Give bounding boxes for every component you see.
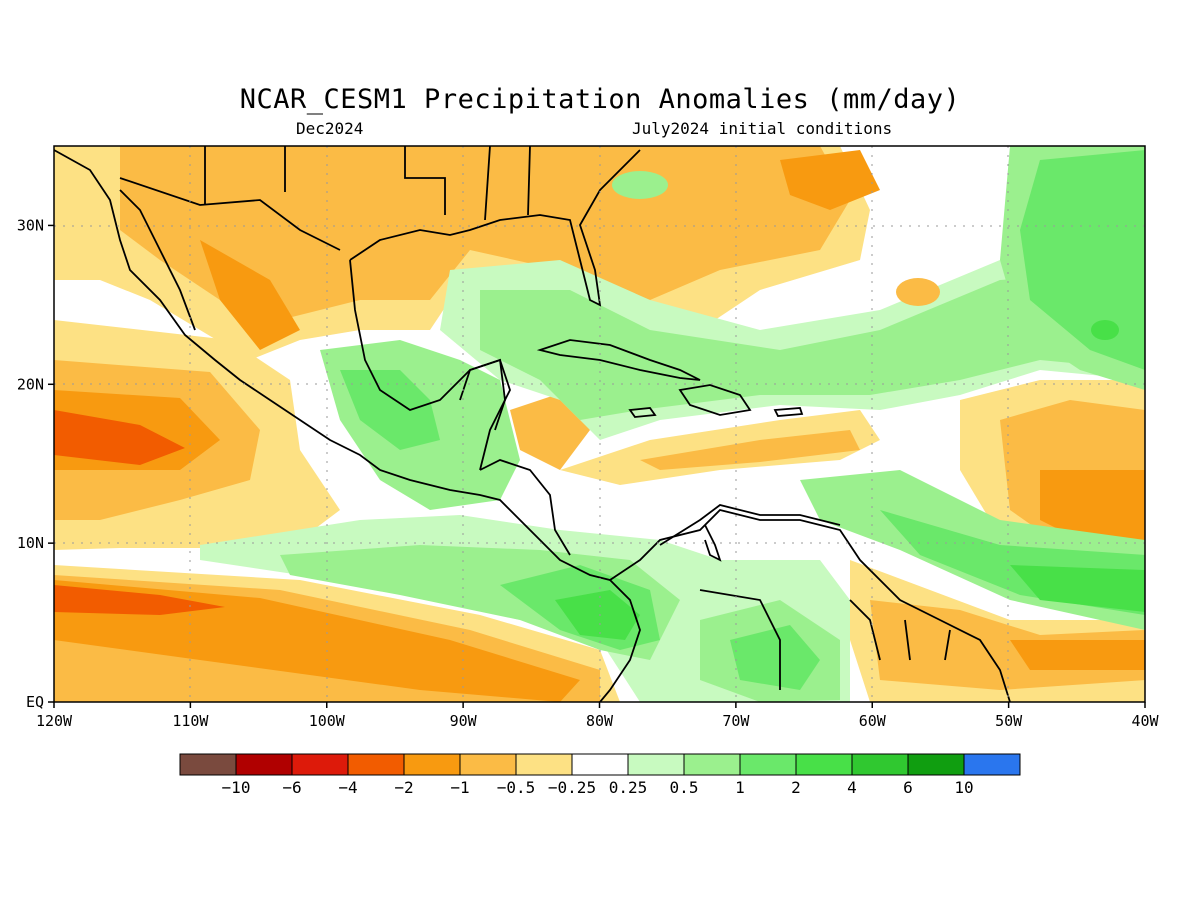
lon-tick-label: 50W [995,712,1023,730]
chart-title: NCAR_CESM1 Precipitation Anomalies (mm/d… [239,84,961,115]
colorbar-label: −2 [394,778,413,797]
dry-region-north-core [120,146,850,320]
dry-region-caribbean-core [640,430,860,470]
lat-tick-label: 20N [17,375,44,393]
coastline-south-america [599,579,641,702]
colorbar-label: 0.25 [609,778,648,797]
grid [54,146,1145,702]
lat-tick-label: 30N [17,216,44,234]
colorbar-swatch [235,753,293,776]
wet-region-bahamas [1091,320,1119,340]
anomaly-field [54,146,1145,702]
colorbar-swatch [907,753,965,776]
lon-tick-label: 110W [172,712,209,730]
coastline-north-america [54,149,1011,702]
colorbar-label: 2 [791,778,801,797]
coastlines [54,146,1011,702]
colorbar-swatch [347,753,405,776]
coastline-central-america [479,459,571,556]
colorbar-label: −10 [222,778,251,797]
colorbar-label: 1 [735,778,745,797]
colorbar-swatch [179,753,237,776]
coastline-hispaniola [678,384,752,416]
lat-tick-label: 10N [17,534,44,552]
colorbar-label: −0.25 [548,778,596,797]
wet-region-florida-east [612,171,668,199]
colorbar-swatch [571,753,629,776]
lon-tick-label: 120W [36,712,73,730]
dry-region-south-max [54,585,225,615]
border-us-mexico [119,177,341,251]
colorbar: −10 −6 −4 −2 −1 −0.5 −0.25 0.25 0.5 1 2 4 6 10 [179,753,1021,797]
colorbar-label: 0.5 [670,778,699,797]
lon-tick-label: 40W [1131,712,1159,730]
colorbar-swatch [515,753,573,776]
coastline-cuba [536,339,701,381]
forecast-month: Dec2024 [296,119,364,138]
colorbar-label: −1 [450,778,469,797]
colorbar-swatch [459,753,517,776]
dry-region-epac-max [54,410,185,465]
colorbar-label: 6 [903,778,913,797]
axes: 120W 110W 100W 90W 80W 70W 60W 50W 40W EQ 10N 20N 30… [17,216,1160,730]
colorbar-label: 4 [847,778,857,797]
lat-tick-label: EQ [26,693,44,711]
lon-tick-label: 90W [450,712,478,730]
colorbar-swatch [851,753,909,776]
coastline-venezuela [659,504,841,546]
coastline-jamaica [628,407,657,418]
wet-region-atlantic-core [1020,150,1145,370]
coastline-lake-maracaibo [704,524,722,562]
colorbar-swatch [627,753,685,776]
dry-region-east-strong [1040,470,1145,545]
lon-tick-label: 80W [586,712,614,730]
colorbar-swatch [291,753,349,776]
colorbar-swatch [739,753,797,776]
lon-tick-label: 60W [859,712,887,730]
coastline-yucatan [459,358,506,431]
colorbar-label: −0.5 [497,778,536,797]
border-southamerica [699,589,951,690]
border-us-states [204,146,531,221]
lon-tick-label: 70W [722,712,750,730]
wet-region-itcz-max [555,590,640,640]
wet-region-tropical-atlantic-max [1010,565,1145,612]
wet-region-central-core [340,370,440,450]
dry-region-north-strong [200,240,300,350]
dry-region-north-strong [780,150,880,210]
coastline-puerto-rico [773,407,804,417]
colorbar-swatch [795,753,853,776]
colorbar-swatch [683,753,741,776]
colorbar-label: −4 [338,778,357,797]
dry-region-atlantic-spot [896,278,940,306]
colorbar-label: −6 [282,778,301,797]
lon-tick-label: 100W [309,712,346,730]
dry-region-guianas-strong [1010,640,1145,670]
colorbar-swatch [403,753,461,776]
wet-region-venezuela-core [730,625,820,690]
colorbar-swatch [963,753,1021,776]
wet-region-gulf-core [480,270,1145,420]
initial-conditions: July2024 initial conditions [632,119,893,138]
colorbar-label: 10 [954,778,973,797]
coastline-gulf-mexico [349,149,641,307]
coastline-baja [119,189,196,331]
